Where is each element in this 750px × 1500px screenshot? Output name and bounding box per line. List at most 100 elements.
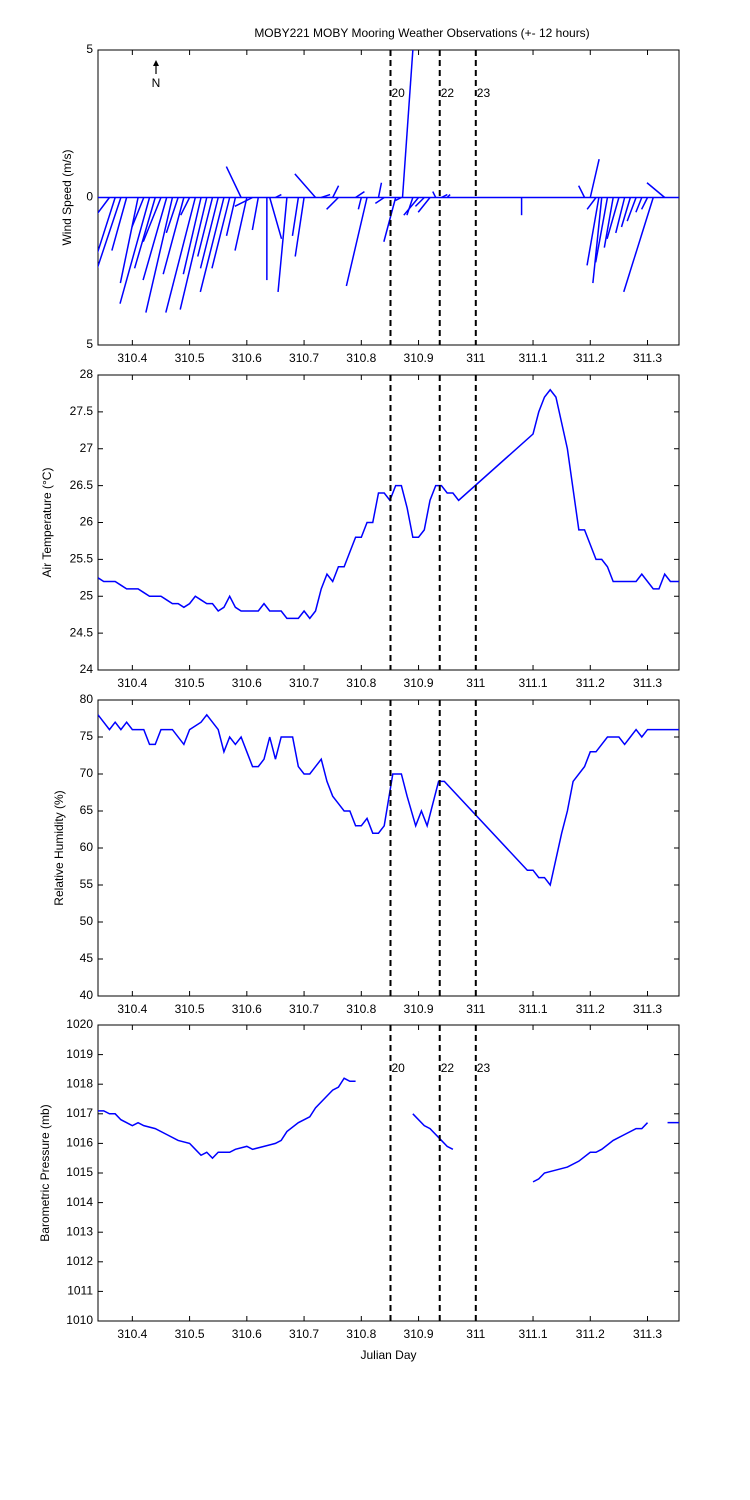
- x-tick-label: 310.7: [289, 351, 319, 365]
- x-tick-label: 311.2: [576, 1327, 605, 1341]
- wind-stick: [119, 197, 139, 284]
- wind-stick: [406, 197, 414, 216]
- y-tick-label: 1014: [66, 1195, 93, 1209]
- wind-stick: [374, 196, 385, 205]
- x-tick-label: 311.2: [576, 1002, 605, 1016]
- y-tick-label: 50: [80, 914, 94, 928]
- wind-stick: [269, 197, 283, 240]
- wind-stick: [357, 197, 363, 210]
- wind-stick: [321, 193, 331, 199]
- wind-stick: [119, 197, 151, 304]
- north-arrow-head: [153, 60, 159, 66]
- wind-stick: [225, 197, 237, 237]
- x-tick-label: 310.7: [289, 1002, 319, 1016]
- wind-stick: [446, 194, 451, 199]
- wind-stick: [586, 197, 600, 266]
- wind-stick: [234, 196, 253, 208]
- y-tick-label: 60: [80, 840, 94, 854]
- data-line: [98, 713, 679, 887]
- x-tick-label: 311.1: [518, 351, 547, 365]
- y-tick-label: 1010: [66, 1313, 93, 1327]
- wind-stick: [199, 197, 219, 269]
- y-tick-label: 55: [80, 877, 94, 891]
- wind-stick: [383, 197, 397, 242]
- x-tick-label: 310.7: [289, 676, 319, 690]
- wind-stick: [211, 197, 231, 269]
- x-tick-label: 310.9: [404, 676, 434, 690]
- wind-stick: [180, 197, 191, 216]
- x-tick-label: 310.4: [117, 676, 147, 690]
- x-tick-label: 310.6: [232, 1002, 262, 1016]
- wind-stick: [441, 193, 448, 199]
- wind-stick: [377, 182, 383, 198]
- wind-stick: [225, 166, 242, 198]
- y-tick-label: 0: [86, 190, 93, 204]
- x-tick-label: 310.4: [117, 1002, 147, 1016]
- wind-stick: [111, 197, 128, 251]
- x-tick-label: 311.1: [518, 1002, 547, 1016]
- x-tick-label: 310.4: [117, 351, 147, 365]
- x-tick-label: 310.8: [346, 351, 376, 365]
- wind-stick: [133, 197, 156, 269]
- x-tick-label: 310.6: [232, 1327, 262, 1341]
- x-tick-label: 310.4: [117, 1327, 147, 1341]
- wind-stick: [165, 197, 197, 313]
- x-tick-label: 311: [466, 1002, 485, 1016]
- wind-stick: [623, 197, 654, 293]
- y-tick-label: 24: [80, 662, 94, 676]
- wind-stick: [395, 196, 402, 202]
- x-tick-label: 310.5: [175, 351, 205, 365]
- y-tick-label: 1016: [66, 1136, 93, 1150]
- y-tick-label: 1019: [66, 1047, 93, 1061]
- plot-area: [97, 699, 680, 997]
- y-axis-label: Relative Humidity (%): [52, 790, 66, 905]
- wind-stick: [589, 158, 600, 198]
- y-tick-label: 65: [80, 803, 94, 817]
- wind-stick: [199, 197, 225, 293]
- wind-stick: [294, 197, 305, 257]
- series: [98, 1077, 679, 1183]
- wind-stick: [640, 197, 649, 210]
- wind-stick: [620, 197, 632, 228]
- event-label: 23: [477, 86, 491, 100]
- wind-stick: [345, 197, 368, 287]
- wind-stick: [646, 182, 666, 199]
- y-tick-label: 1015: [66, 1165, 93, 1179]
- x-tick-label: 311.1: [518, 676, 547, 690]
- x-tick-label: 311: [466, 351, 485, 365]
- y-tick-label: 1012: [66, 1254, 93, 1268]
- wind-stick: [162, 197, 185, 275]
- wind-stick: [291, 197, 300, 236]
- wind-stick: [142, 197, 168, 281]
- wind-stick: [145, 197, 174, 313]
- series: [98, 388, 679, 620]
- x-tick-label: 311.3: [633, 1327, 662, 1341]
- x-tick-label: 310.6: [232, 676, 262, 690]
- wind-stick: [275, 193, 282, 199]
- x-tick-label: 310.5: [175, 1002, 205, 1016]
- north-label: N: [152, 76, 161, 90]
- x-axis-label: Julian Day: [360, 1348, 416, 1362]
- x-tick-label: 311: [466, 1327, 485, 1341]
- y-tick-label: 5: [86, 337, 93, 351]
- x-tick-label: 310.8: [346, 676, 376, 690]
- y-tick-label: 27.5: [70, 404, 94, 418]
- y-tick-label: 1017: [66, 1106, 93, 1120]
- event-label: 23: [477, 1061, 491, 1075]
- wind-stick: [615, 197, 626, 234]
- x-tick-label: 311.2: [576, 676, 605, 690]
- x-tick-label: 310.7: [289, 1327, 319, 1341]
- panel: 1010 1011 1012 1013 1014 1015 1016 1017 1018 1019…: [38, 1017, 680, 1362]
- wind-stick: [251, 197, 260, 231]
- wind-stick: [197, 197, 214, 257]
- y-tick-label: 26: [80, 515, 94, 529]
- y-tick-label: 5: [86, 42, 93, 56]
- y-axis-label: Air Temperature (°C): [40, 468, 54, 578]
- wind-stick: [326, 196, 339, 210]
- y-tick-label: 27: [80, 441, 94, 455]
- x-tick-label: 310.9: [404, 351, 434, 365]
- x-tick-label: 311.1: [518, 1327, 547, 1341]
- wind-stick: [592, 197, 603, 284]
- wind-stick: [432, 191, 437, 198]
